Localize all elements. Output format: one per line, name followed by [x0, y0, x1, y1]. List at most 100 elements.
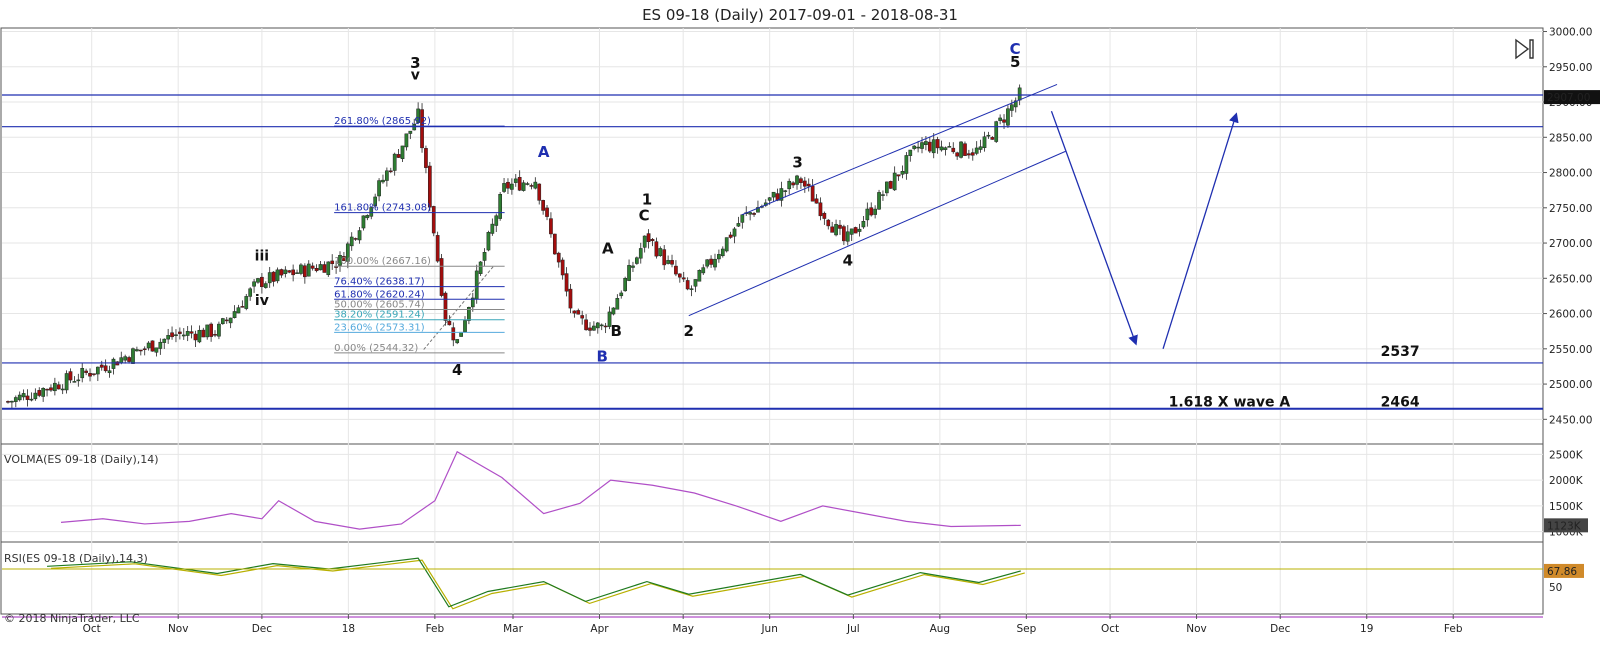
candle-body — [41, 388, 46, 397]
candle-body — [576, 310, 581, 315]
candle-body — [373, 196, 378, 206]
candle-body — [677, 273, 682, 278]
candle-body — [697, 269, 702, 282]
candle-body — [713, 258, 717, 268]
candle-body — [1009, 104, 1014, 111]
chart-title: ES 09-18 (Daily) 2017-09-01 - 2018-08-31 — [642, 6, 958, 24]
y-tick-label: 2850.00 — [1549, 132, 1592, 144]
candle-body — [842, 226, 846, 242]
candle-body — [283, 269, 288, 274]
candle-body — [810, 185, 815, 202]
candle-body — [838, 224, 842, 229]
volma-title: VOLMA(ES 09-18 (Daily),14) — [4, 453, 159, 466]
x-tick-label: Jul — [846, 623, 860, 635]
candle-body — [924, 141, 928, 145]
skip-end-icon — [1515, 38, 1534, 60]
scroll-to-end-button[interactable] — [1514, 38, 1536, 60]
candle-body — [709, 258, 713, 265]
x-tick-label: Feb — [1444, 623, 1463, 635]
candle-body — [95, 366, 100, 375]
candle-body — [783, 190, 788, 192]
candle-body — [877, 192, 881, 210]
candle-body — [654, 241, 659, 257]
target-annotation: 2537 — [1381, 344, 1420, 360]
candle-body — [1002, 119, 1006, 123]
candle-body — [135, 349, 139, 352]
candle-body — [513, 178, 518, 183]
candle-body — [635, 257, 639, 264]
candle-body — [908, 149, 913, 156]
candle-body — [556, 252, 561, 263]
candle-body — [13, 397, 18, 402]
fib-level-label: 100.00% (2667.16) — [334, 256, 431, 267]
candle-body — [295, 272, 299, 274]
candle-body — [767, 197, 772, 201]
candle-body — [791, 182, 795, 186]
candle-body — [29, 398, 34, 401]
x-tick-label: Oct — [1101, 623, 1119, 635]
candle-body — [185, 331, 190, 336]
wave-label: 1 — [642, 190, 652, 208]
wave-label: iii — [255, 249, 269, 265]
copyright-text: © 2018 NinjaTrader, LLC — [4, 612, 140, 625]
candle-body — [853, 227, 858, 234]
volma-value-badge — [1544, 518, 1588, 533]
candle-body — [252, 281, 256, 287]
x-tick-label: Nov — [168, 623, 189, 635]
fib-level-label: 161.80% (2743.08) — [334, 203, 431, 214]
candle-body — [724, 237, 729, 252]
candle-body — [111, 358, 116, 369]
wave-label: B — [597, 348, 608, 366]
candle-body — [638, 248, 643, 259]
candle-body — [306, 263, 311, 277]
candle-body — [666, 260, 670, 264]
wave-label: iv — [255, 293, 269, 309]
x-tick-label: 19 — [1360, 623, 1373, 635]
candle-body — [220, 318, 225, 324]
x-tick-label: Aug — [930, 623, 951, 635]
candle-body — [275, 269, 280, 282]
candle-body — [427, 165, 432, 208]
price-series — [6, 84, 1025, 610]
fib-anchor-line — [423, 265, 494, 350]
candle-body — [681, 277, 686, 280]
candle-body — [25, 395, 30, 400]
volma-panel-frame — [0, 443, 1544, 543]
candle-body — [342, 256, 346, 261]
candle-body — [303, 265, 307, 278]
candle-body — [970, 152, 975, 156]
candle-body — [33, 392, 38, 400]
candle-body — [318, 264, 323, 271]
candle-body — [68, 371, 73, 381]
x-tick-label: Nov — [1186, 623, 1207, 635]
last-price-badge — [1544, 90, 1600, 105]
candle-body — [502, 183, 506, 192]
candle-body — [592, 325, 596, 331]
candle-body — [748, 212, 752, 215]
candle-body — [37, 390, 42, 396]
candle-body — [498, 194, 503, 219]
candle-body — [279, 269, 284, 276]
candle-body — [685, 280, 690, 290]
candle-body — [330, 260, 335, 265]
candle-body — [439, 258, 444, 296]
candle-body — [162, 338, 167, 343]
wave-label: 3 — [410, 54, 420, 72]
fib-level-label: 76.40% (2638.17) — [334, 277, 425, 288]
candle-body — [369, 207, 374, 217]
candle-body — [584, 319, 588, 331]
candle-body — [377, 180, 381, 197]
candle-body — [533, 181, 538, 189]
candle-body — [998, 117, 1002, 121]
candle-body — [56, 384, 61, 390]
wave-label: C — [639, 206, 650, 224]
candle-body — [474, 270, 479, 300]
candle-body — [103, 365, 108, 372]
candle-body — [99, 364, 104, 368]
volma-tick-label: 2500K — [1549, 449, 1584, 461]
volma-tick-label: 2000K — [1549, 475, 1584, 487]
x-tick-label: Dec — [252, 623, 273, 635]
candle-body — [849, 228, 854, 235]
candle-body — [396, 154, 401, 158]
candle-body — [588, 327, 592, 331]
